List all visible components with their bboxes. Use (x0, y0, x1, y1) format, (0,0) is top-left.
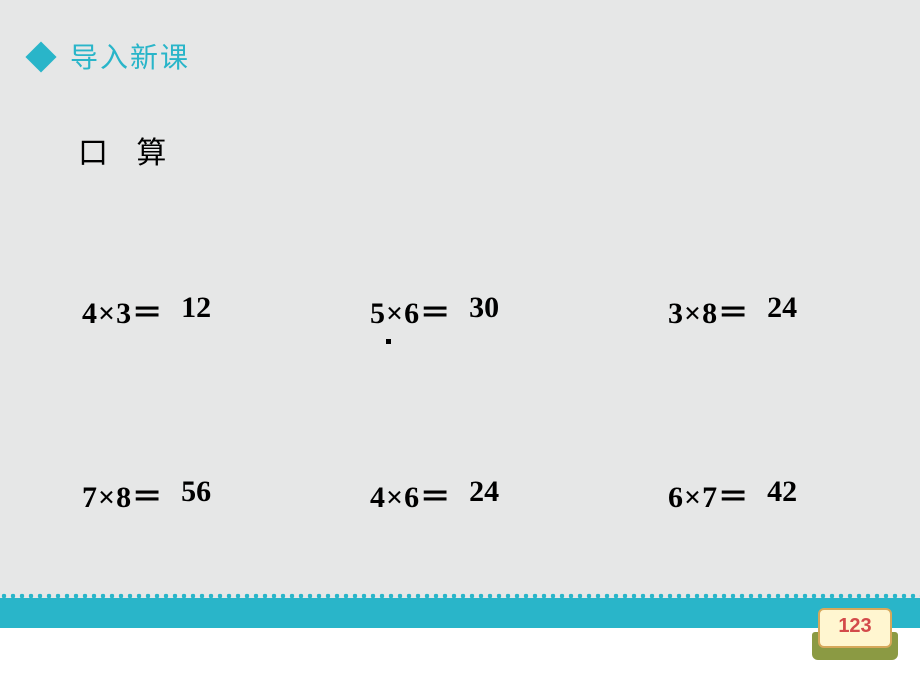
equation-answer: 12 (181, 291, 211, 325)
equation-expr: 4×3＝ (82, 288, 163, 332)
equation: 4×6＝ 24 (370, 472, 499, 516)
page-number-label: 123 (838, 615, 871, 638)
book-page: 123 (818, 608, 892, 648)
equation-answer: 24 (469, 475, 499, 509)
diamond-icon (25, 41, 56, 72)
section-header: 导入新课 (30, 36, 190, 76)
equation-expr: 4×6＝ (370, 472, 451, 516)
footer-band (0, 598, 920, 628)
equation-expr: 7×8＝ (82, 472, 163, 516)
equation-answer: 42 (767, 475, 797, 509)
equation-expr: 6×7＝ (668, 472, 749, 516)
equation: 5×6＝ 30 (370, 288, 499, 332)
equation-answer: 24 (767, 291, 797, 325)
equation: 7×8＝ 56 (82, 472, 211, 516)
footer-dots (0, 590, 920, 598)
equation: 3×8＝ 24 (668, 288, 797, 332)
page-number-book-icon: 123 (812, 604, 898, 660)
cursor-icon (386, 339, 391, 344)
equation: 6×7＝ 42 (668, 472, 797, 516)
subtitle: 口 算 (78, 128, 176, 172)
equation-answer: 30 (469, 291, 499, 325)
equation-expr: 3×8＝ (668, 288, 749, 332)
equation-expr: 5×6＝ (370, 288, 451, 332)
equation-answer: 56 (181, 475, 211, 509)
equation: 4×3＝ 12 (82, 288, 211, 332)
footer-bottom (0, 628, 920, 690)
section-title: 导入新课 (70, 36, 190, 76)
